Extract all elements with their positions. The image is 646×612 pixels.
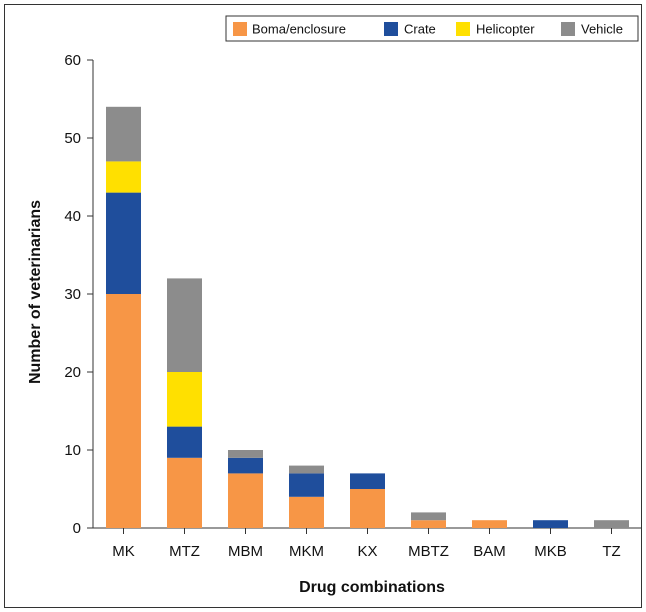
legend-swatch <box>233 22 247 36</box>
y-tick-label: 10 <box>64 442 81 459</box>
bar-segment <box>472 520 507 528</box>
bar-segment <box>228 473 263 528</box>
y-axis-title: Number of veterinarians <box>27 200 44 384</box>
x-tick-label: MTZ <box>169 543 200 560</box>
legend-swatch <box>384 22 398 36</box>
bar-segment <box>106 192 141 294</box>
tick-labels: 0 10 20 30 40 50 60 MK MTZ MBM MKM KX MBTZ BAM MKB TZ <box>64 52 620 560</box>
legend-swatch <box>561 22 575 36</box>
bar-segment <box>106 294 141 528</box>
legend-label: Crate <box>404 22 436 37</box>
bar-segment <box>411 512 446 521</box>
bar-segment <box>411 520 446 528</box>
legend-label: Helicopter <box>476 22 535 37</box>
x-tick-label: MKB <box>534 543 567 560</box>
x-axis-title: Drug combinations <box>299 579 445 596</box>
bar-segment <box>167 457 202 528</box>
bar-segment <box>594 520 629 528</box>
bar-segment <box>289 473 324 497</box>
bar-segment <box>167 278 202 372</box>
y-tick-label: 50 <box>64 130 81 147</box>
bar-segment <box>350 473 385 489</box>
bar-segment <box>533 520 568 528</box>
x-tick-label: TZ <box>602 543 620 560</box>
bar-segment <box>106 106 141 162</box>
legend-label: Boma/enclosure <box>252 22 346 37</box>
bar-segment <box>167 426 202 458</box>
bar-segment <box>350 489 385 528</box>
x-tick-label: KX <box>357 543 377 560</box>
bars <box>106 106 629 528</box>
x-tick-label: MBTZ <box>408 543 449 560</box>
y-tick-label: 20 <box>64 364 81 381</box>
y-tick-label: 30 <box>64 286 81 303</box>
bar-segment <box>228 450 263 458</box>
x-tick-label: BAM <box>473 543 506 560</box>
bar-segment <box>167 372 202 427</box>
x-tick-label: MKM <box>289 543 324 560</box>
bar-segment <box>289 496 324 528</box>
y-tick-label: 40 <box>64 208 81 225</box>
legend-swatch <box>456 22 470 36</box>
x-tick-label: MBM <box>228 543 263 560</box>
legend: Boma/enclosure Crate Helicopter Vehicle <box>225 15 639 42</box>
x-tick-label: MK <box>112 543 135 560</box>
bar-segment <box>106 161 141 193</box>
y-tick-label: 60 <box>64 52 81 69</box>
legend-label: Vehicle <box>581 22 623 37</box>
bar-segment <box>289 465 324 474</box>
y-tick-label: 0 <box>73 520 81 537</box>
bar-segment <box>228 457 263 474</box>
